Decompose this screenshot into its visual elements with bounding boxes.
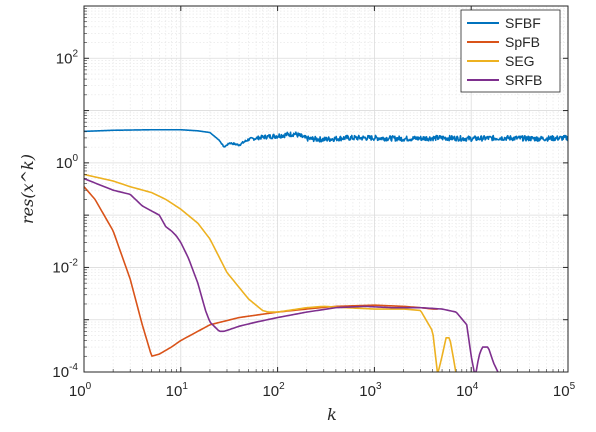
x-tick-label: 102	[262, 381, 285, 400]
x-axis-label: k	[327, 405, 337, 424]
y-axis-label: res(x^k)	[18, 154, 37, 224]
y-tick-label: 100	[56, 153, 79, 172]
x-tick-label: 105	[553, 381, 576, 400]
x-tick-label: 104	[456, 381, 479, 400]
x-tick-labels: 100 101 102 103 104 105	[69, 381, 576, 400]
series-layer	[84, 128, 568, 372]
legend-label-sfbf: SFBF	[505, 15, 541, 31]
legend-label-srfb: SRFB	[505, 72, 542, 88]
series-line-seg	[84, 173, 457, 372]
y-tick-label: 10-4	[52, 362, 78, 381]
legend: SFBF SpFB SEG SRFB	[460, 9, 561, 93]
series-line-spfb	[84, 186, 438, 357]
x-tick-label: 101	[166, 381, 189, 400]
y-tick-labels: 10-4 10-2 100 102	[52, 48, 78, 381]
legend-label-seg: SEG	[505, 53, 535, 69]
x-tick-label: 103	[359, 381, 382, 400]
y-tick-label: 10-2	[52, 257, 78, 276]
ticks	[83, 5, 569, 373]
axes-frame	[83, 5, 569, 373]
y-tick-label: 102	[56, 48, 79, 67]
series-line-srfb	[84, 177, 499, 372]
legend-label-spfb: SpFB	[505, 34, 540, 50]
series-line-sfbf	[84, 128, 568, 148]
x-tick-label: 100	[69, 381, 92, 400]
